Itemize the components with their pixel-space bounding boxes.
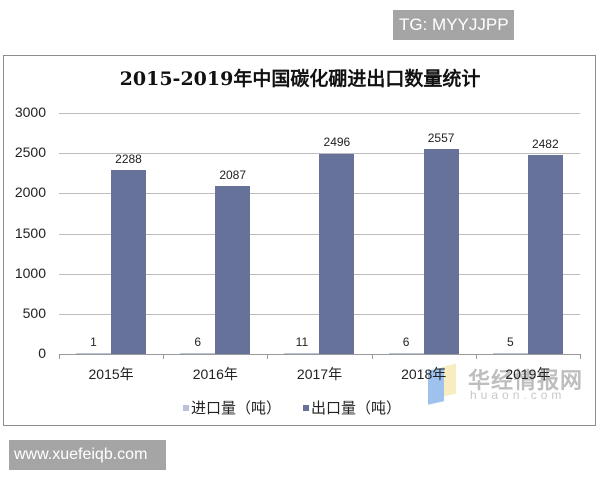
chart-title: 2015-2019年中国碳化硼进出口数量统计 — [119, 68, 481, 90]
x-axis-tick — [475, 354, 477, 359]
data-label: 2482 — [531, 136, 559, 151]
y-tick-label: 1500 — [14, 224, 46, 241]
gridline — [59, 113, 580, 114]
y-tick-label: 0 — [38, 345, 46, 361]
bar-export — [215, 186, 251, 354]
bar-import — [492, 353, 528, 354]
x-axis-line — [59, 354, 580, 355]
data-label: 6 — [194, 335, 202, 349]
legend-label-export: 出口量（吨） — [311, 400, 402, 417]
data-label: 2087 — [219, 168, 247, 183]
legend-swatch-export — [303, 404, 310, 411]
y-tick-label: 2000 — [14, 184, 46, 201]
data-label: 2288 — [115, 152, 142, 167]
watermark-text-en: huaon.com — [470, 388, 566, 402]
x-tick-label: 2019年 — [505, 366, 551, 382]
site-badge: www.xuefeiqb.com — [9, 440, 166, 470]
bar-import — [76, 353, 111, 354]
x-tick-label: 2017年 — [296, 366, 343, 382]
bar-export — [423, 148, 459, 354]
x-axis-tick — [59, 354, 60, 359]
data-label: 5 — [506, 335, 514, 349]
data-label: 11 — [295, 335, 309, 349]
legend-label-import: 进口量（吨） — [191, 400, 282, 417]
bar-export — [319, 153, 355, 354]
legend-swatch-import — [183, 404, 189, 411]
x-axis-tick — [163, 354, 165, 359]
x-axis-tick — [371, 354, 373, 359]
bar-export — [527, 154, 563, 354]
y-tick-label: 2500 — [14, 144, 46, 161]
huaon-watermark: 华经情报网 huaon.com — [428, 363, 593, 405]
legend-item-export: 出口量（吨） — [303, 397, 401, 418]
x-axis-tick — [267, 354, 269, 359]
y-tick-label: 3000 — [14, 104, 46, 120]
x-axis-tick — [580, 354, 581, 359]
y-tick-label: 1000 — [14, 264, 46, 281]
bar-import — [284, 353, 320, 354]
bar-export — [111, 170, 146, 354]
y-tick-label: 500 — [22, 304, 46, 321]
bar-import — [388, 353, 424, 354]
chart-frame — [3, 55, 596, 426]
data-label: 2496 — [323, 135, 351, 150]
watermark-text-cn: 华经情报网 — [468, 368, 584, 393]
plot-area: 1 2288 6 2087 11 2496 6 2557 5 2482 — [59, 113, 581, 359]
tg-badge: TG: MYYJJPP — [393, 10, 514, 40]
x-tick-label: 2015年 — [88, 366, 134, 382]
x-tick-label: 2016年 — [192, 366, 238, 382]
data-label: 6 — [402, 335, 410, 349]
x-tick-label: 2018年 — [401, 366, 447, 382]
bar-import — [180, 353, 216, 354]
legend-item-import: 进口量（吨） — [183, 397, 281, 418]
data-label: 1 — [90, 335, 97, 349]
legend: 进口量（吨） 出口量（吨） — [183, 397, 401, 418]
data-label: 2557 — [427, 130, 455, 145]
